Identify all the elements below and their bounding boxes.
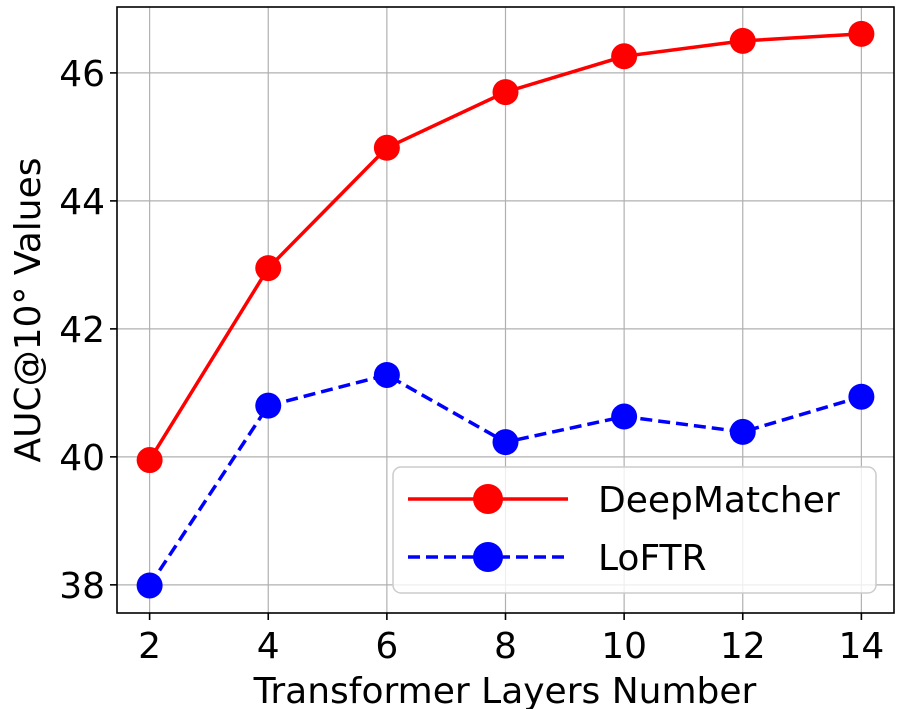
data-point-loftr <box>729 418 756 445</box>
x-tick-label: 4 <box>257 626 280 667</box>
data-point-deepmatcher <box>373 134 400 161</box>
data-point-loftr <box>848 383 875 410</box>
data-point-deepmatcher <box>611 43 638 70</box>
x-tick-label: 14 <box>838 626 884 667</box>
data-point-loftr <box>492 429 519 456</box>
x-axis-label: Transformer Layers Number <box>253 671 757 709</box>
x-tick-label: 2 <box>138 626 161 667</box>
legend-marker-deepmatcher <box>473 484 503 514</box>
y-tick-label: 46 <box>59 54 105 95</box>
x-tick-label: 10 <box>601 626 647 667</box>
legend-label-loftr: LoFTR <box>598 538 707 579</box>
legend: DeepMatcher LoFTR <box>392 466 877 594</box>
data-point-loftr <box>373 361 400 388</box>
legend-marker-loftr <box>473 542 503 572</box>
y-tick-label: 38 <box>59 566 105 607</box>
x-tick-label: 6 <box>375 626 398 667</box>
data-point-loftr <box>136 572 163 599</box>
data-point-loftr <box>255 392 282 419</box>
grid <box>117 7 894 613</box>
data-point-deepmatcher <box>492 79 519 106</box>
legend-label-deepmatcher: DeepMatcher <box>598 480 840 521</box>
data-point-deepmatcher <box>729 27 756 54</box>
x-tick-label: 12 <box>720 626 766 667</box>
x-tick-label: 8 <box>494 626 517 667</box>
data-point-deepmatcher <box>136 447 163 474</box>
data-point-deepmatcher <box>848 20 875 47</box>
data-point-loftr <box>611 403 638 430</box>
y-tick-label: 44 <box>59 182 105 223</box>
data-point-deepmatcher <box>255 255 282 282</box>
y-axis-label: AUC@10° Values <box>8 158 49 463</box>
series-layer <box>136 20 875 599</box>
y-tick-label: 40 <box>59 438 105 479</box>
y-tick-label: 42 <box>59 310 105 351</box>
